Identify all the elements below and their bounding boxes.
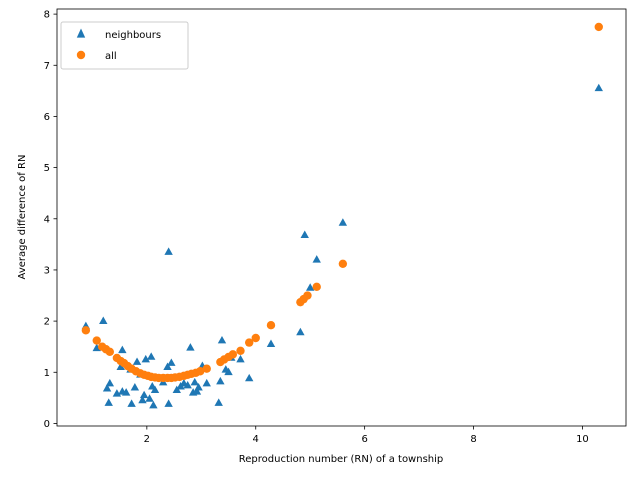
- y-tick-label-4: 4: [44, 214, 50, 225]
- point-all-4: [105, 347, 115, 357]
- point-all-40: [338, 259, 348, 269]
- point-neighbours-23: [150, 385, 160, 394]
- plot-frame: [56, 8, 627, 427]
- y-tick-label-5: 5: [44, 163, 50, 174]
- point-all-32: [236, 346, 245, 355]
- point-neighbours-27: [164, 247, 173, 255]
- point-neighbours-48: [266, 339, 276, 347]
- point-neighbours-35: [190, 377, 199, 386]
- point-all-38: [303, 291, 312, 300]
- point-neighbours-16: [138, 395, 147, 404]
- x-tick-label-6: 6: [361, 434, 367, 445]
- point-neighbours-10: [121, 388, 131, 396]
- point-neighbours-28: [167, 358, 176, 366]
- legend-label-neighbours: neighbours: [105, 30, 161, 41]
- point-neighbours-47: [245, 373, 254, 382]
- point-neighbours-20: [146, 352, 156, 360]
- x-tick-label-10: 10: [576, 434, 589, 445]
- x-tick-label-8: 8: [470, 434, 476, 445]
- point-neighbours-3: [102, 384, 112, 392]
- y-tick-label-8: 8: [44, 10, 50, 21]
- point-neighbours-25: [163, 362, 172, 371]
- legend-label-all: all: [105, 51, 117, 62]
- y-tick-label-7: 7: [44, 61, 50, 72]
- y-axis-label: Average difference of RN: [17, 155, 28, 280]
- point-neighbours-7: [116, 362, 125, 371]
- x-axis-label: Reproduction number (RN) of a township: [239, 454, 444, 465]
- point-all-35: [266, 321, 276, 330]
- point-neighbours-54: [594, 83, 603, 92]
- point-neighbours-19: [145, 394, 154, 402]
- y-tick-label-3: 3: [44, 266, 50, 277]
- point-neighbours-50: [300, 230, 309, 239]
- point-neighbours-12: [127, 399, 136, 407]
- point-neighbours-33: [186, 343, 195, 351]
- point-neighbours-9: [118, 345, 127, 354]
- x-tick-label-2: 2: [144, 434, 150, 445]
- x-tick-label-4: 4: [253, 434, 259, 445]
- point-neighbours-32: [183, 380, 192, 389]
- y-tick-label-0: 0: [44, 419, 50, 430]
- point-all-1: [92, 336, 101, 345]
- point-all-33: [245, 338, 254, 347]
- point-neighbours-41: [216, 376, 225, 385]
- y-tick-label-2: 2: [44, 317, 50, 328]
- point-neighbours-13: [130, 383, 140, 391]
- point-neighbours-37: [194, 383, 203, 391]
- point-neighbours-18: [141, 354, 150, 363]
- point-neighbours-40: [214, 398, 223, 406]
- axis-ticks: 2 4 6 8 10 0 1 2 3 4 5 6 7 8: [44, 10, 589, 445]
- point-neighbours-39: [202, 378, 211, 387]
- point-neighbours-52: [312, 255, 321, 263]
- point-neighbours-42: [217, 335, 227, 344]
- point-all-31: [228, 350, 238, 359]
- y-tick-label-6: 6: [44, 112, 50, 123]
- point-neighbours-51: [305, 283, 315, 291]
- y-tick-label-1: 1: [44, 368, 50, 379]
- point-neighbours-26: [164, 399, 173, 407]
- point-all-39: [312, 282, 321, 292]
- point-neighbours-17: [139, 390, 149, 399]
- point-neighbours-5: [105, 378, 115, 387]
- legend-box: [60, 21, 189, 70]
- point-neighbours-44: [224, 367, 233, 376]
- point-neighbours-4: [104, 398, 113, 406]
- point-neighbours-36: [192, 387, 202, 395]
- legend: neighbours all: [60, 21, 189, 70]
- legend-marker-circle: [76, 50, 86, 60]
- point-neighbours-14: [132, 357, 142, 365]
- point-all-41: [594, 22, 603, 32]
- point-all-0: [81, 326, 91, 335]
- point-neighbours-2: [99, 316, 108, 324]
- point-neighbours-22: [149, 400, 158, 409]
- data-points: [81, 22, 603, 409]
- point-all-27: [202, 364, 211, 373]
- point-neighbours-53: [338, 218, 348, 226]
- point-neighbours-46: [236, 354, 245, 363]
- legend-marker-triangle: [76, 28, 86, 38]
- point-neighbours-49: [296, 327, 305, 336]
- point-all-26: [196, 367, 205, 376]
- point-all-34: [251, 333, 260, 343]
- point-neighbours-6: [112, 389, 122, 397]
